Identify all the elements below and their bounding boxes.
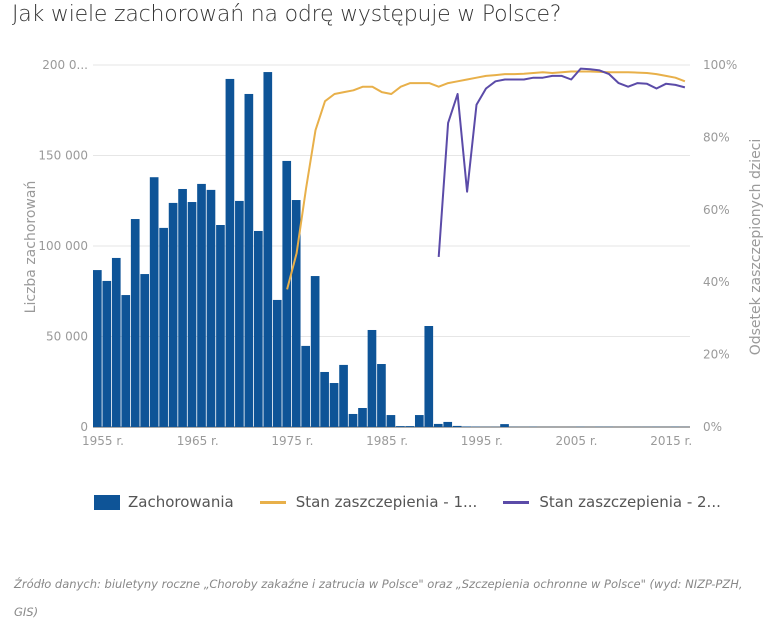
svg-text:0: 0 [80,420,88,434]
source-note: Źródło danych: biuletyny roczne „Choroby… [14,570,754,626]
svg-text:80%: 80% [703,130,730,144]
bar[interactable] [254,231,263,427]
bar-swatch-icon [94,495,120,510]
bar[interactable] [93,270,102,427]
bar[interactable] [415,415,424,427]
bar[interactable] [131,219,140,427]
y-axis-left-ticks: 0 50 000 100 000 150 000 200 0... [38,58,88,434]
bar-series-zachorowania [93,72,689,427]
bar[interactable] [500,424,509,427]
bar[interactable] [197,184,206,427]
svg-text:60%: 60% [703,203,730,217]
legend-label: Stan zaszczepienia - 1... [296,493,478,511]
bar[interactable] [235,201,244,427]
bar[interactable] [121,295,130,427]
bar[interactable] [150,177,159,427]
line-1[interactable] [287,72,685,290]
bar[interactable] [377,364,386,427]
line-swatch-icon [503,501,529,504]
bar[interactable] [349,414,358,427]
bar[interactable] [112,258,121,427]
svg-text:1965 r.: 1965 r. [177,434,219,448]
bar[interactable] [443,422,452,427]
line-swatch-icon [260,501,286,504]
svg-text:1975 r.: 1975 r. [271,434,313,448]
bar[interactable] [368,330,377,427]
y2-axis-label: Odsetek zaszczepionych dzieci [748,139,764,356]
line-series [287,69,685,290]
bar[interactable] [178,189,187,427]
svg-text:20%: 20% [703,348,730,362]
bar[interactable] [263,72,272,427]
legend-item-dose-2[interactable]: Stan zaszczepienia - 2... [503,493,721,511]
legend-label: Zachorowania [128,493,234,511]
svg-text:50 000: 50 000 [46,330,88,344]
bar[interactable] [396,426,405,427]
legend-item-dose-1[interactable]: Stan zaszczepienia - 1... [260,493,478,511]
svg-text:150 000: 150 000 [38,149,88,163]
bar[interactable] [102,281,111,427]
bar[interactable] [226,79,235,427]
svg-text:40%: 40% [703,275,730,289]
bar[interactable] [245,94,254,427]
svg-text:0%: 0% [703,420,722,434]
legend: Zachorowania Stan zaszczepienia - 1... S… [94,493,747,511]
bar[interactable] [434,424,443,427]
bar[interactable] [406,426,415,427]
bar[interactable] [207,190,216,427]
bar[interactable] [188,202,197,427]
bar[interactable] [453,426,462,427]
bar[interactable] [159,228,168,427]
bar[interactable] [462,426,471,427]
svg-text:1955 r.: 1955 r. [82,434,124,448]
svg-text:1995 r.: 1995 r. [461,434,503,448]
bar[interactable] [169,203,178,427]
bar[interactable] [216,225,225,427]
svg-text:1985 r.: 1985 r. [366,434,408,448]
svg-text:2005 r.: 2005 r. [556,434,598,448]
bar[interactable] [330,383,339,427]
bar[interactable] [311,276,320,427]
legend-label: Stan zaszczepienia - 2... [539,493,721,511]
bar[interactable] [358,408,367,427]
svg-text:2015 r.: 2015 r. [650,434,692,448]
bar[interactable] [320,372,329,427]
svg-text:100 000: 100 000 [38,239,88,253]
y-axis-label: Liczba zachorowań [23,181,39,314]
bar[interactable] [282,161,291,427]
x-axis-ticks: 1955 r. 1965 r. 1975 r. 1985 r. 1995 r. 2005 … [82,434,692,448]
line-2[interactable] [439,69,685,257]
bar[interactable] [273,300,282,427]
bar[interactable] [339,365,348,427]
y-axis-right-ticks: 0% 20% 40% 60% 80% 100% [703,58,737,434]
bar[interactable] [140,274,149,427]
bar[interactable] [301,346,310,427]
legend-item-zachorowania[interactable]: Zachorowania [94,493,234,511]
bar[interactable] [387,415,396,427]
chart-area: 0 50 000 100 000 150 000 200 0... 0% 20% 40% 60… [0,0,768,480]
bar[interactable] [424,326,433,427]
svg-text:100%: 100% [703,58,737,72]
svg-text:200 0...: 200 0... [42,58,88,72]
